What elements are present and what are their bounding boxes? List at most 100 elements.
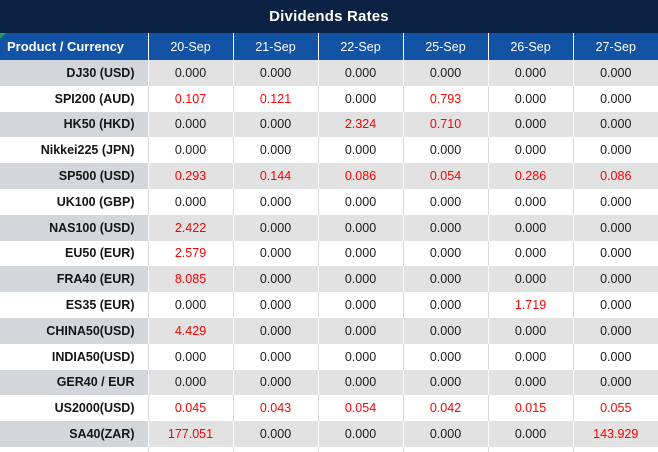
value-cell[interactable]: 0.000 [572,188,658,215]
value-cell[interactable]: 0.000 [572,60,658,86]
value-cell[interactable]: 0.000 [572,85,658,112]
column-header-date[interactable]: 27-Sep [572,33,658,60]
value-cell[interactable]: 0.121 [232,85,318,112]
product-label[interactable]: Nikkei225 (JPN) [0,137,148,164]
value-cell[interactable]: 0.000 [572,292,658,318]
value-cell[interactable]: 0.000 [317,137,403,164]
value-cell[interactable]: 0.710 [402,111,488,138]
column-header-date[interactable]: 25-Sep [402,33,488,60]
value-cell[interactable]: 0.000 [232,60,318,86]
product-label[interactable]: SA40(ZAR) [0,421,148,447]
product-label[interactable]: SP500 (USD) [0,163,148,189]
column-header-date[interactable]: 26-Sep [487,33,573,60]
value-cell[interactable]: 0.000 [487,214,573,241]
value-cell[interactable]: 0.000 [317,369,403,396]
value-cell[interactable]: 8.085 [147,266,233,293]
value-cell[interactable]: 0.045 [147,395,233,422]
value-cell[interactable]: 0.000 [487,137,573,164]
value-cell[interactable]: 0.000 [232,240,318,267]
value-cell[interactable]: 0.000 [402,240,488,267]
product-label[interactable]: ES35 (EUR) [0,292,148,318]
value-cell[interactable]: 0.000 [232,188,318,215]
value-cell[interactable]: 0.000 [487,369,573,396]
value-cell[interactable]: 2.579 [147,240,233,267]
value-cell[interactable]: 0.000 [402,266,488,293]
value-cell[interactable]: 0.000 [487,111,573,138]
value-cell[interactable]: 0.000 [147,60,233,86]
value-cell[interactable]: 0.000 [572,137,658,164]
value-cell[interactable]: 0.000 [402,214,488,241]
value-cell[interactable]: 0.055 [572,395,658,422]
value-cell[interactable]: 0.000 [147,188,233,215]
column-header-product[interactable]: Product / Currency [0,33,148,60]
value-cell[interactable]: 0.086 [317,163,403,189]
value-cell[interactable]: 0.000 [572,214,658,241]
value-cell[interactable]: 0.000 [232,266,318,293]
product-label[interactable]: US2000(USD) [0,395,148,422]
column-header-date[interactable]: 21-Sep [232,33,318,60]
value-cell[interactable]: 0.000 [572,111,658,138]
value-cell[interactable]: 0.000 [402,60,488,86]
product-label[interactable]: GER40 / EUR [0,369,148,396]
product-label[interactable]: UK100 (GBP) [0,188,148,215]
value-cell[interactable]: 0.144 [232,163,318,189]
value-cell[interactable]: 0.000 [317,85,403,112]
value-cell[interactable]: 2.422 [147,214,233,241]
value-cell[interactable]: 0.000 [402,421,488,447]
value-cell[interactable]: 0.000 [402,343,488,370]
value-cell[interactable]: 0.042 [402,395,488,422]
value-cell[interactable]: 0.293 [147,163,233,189]
value-cell[interactable]: 0.000 [317,343,403,370]
value-cell[interactable]: 0.000 [402,137,488,164]
value-cell[interactable]: 0.000 [317,421,403,447]
product-label[interactable]: EU50 (EUR) [0,240,148,267]
value-cell[interactable]: 0.000 [232,343,318,370]
value-cell[interactable]: 0.000 [487,85,573,112]
value-cell[interactable]: 0.000 [487,188,573,215]
product-label[interactable]: FRA40 (EUR) [0,266,148,293]
value-cell[interactable]: 0.043 [232,395,318,422]
value-cell[interactable]: 0.000 [317,266,403,293]
column-header-date[interactable]: 22-Sep [317,33,403,60]
product-label[interactable]: DJ30 (USD) [0,60,148,86]
value-cell[interactable]: 0.000 [317,188,403,215]
value-cell[interactable]: 0.000 [487,266,573,293]
product-label[interactable]: HK50 (HKD) [0,111,148,138]
value-cell[interactable]: 0.000 [572,369,658,396]
product-label[interactable]: INDIA50(USD) [0,343,148,370]
value-cell[interactable]: 0.000 [147,292,233,318]
product-label[interactable]: SPI200 (AUD) [0,85,148,112]
value-cell[interactable]: 0.015 [487,395,573,422]
value-cell[interactable]: 0.000 [572,317,658,344]
value-cell[interactable]: 0.054 [317,395,403,422]
value-cell[interactable]: 0.000 [232,317,318,344]
value-cell[interactable]: 1.719 [487,292,573,318]
value-cell[interactable]: 0.000 [317,317,403,344]
value-cell[interactable]: 0.000 [232,137,318,164]
value-cell[interactable]: 0.000 [572,266,658,293]
value-cell[interactable]: 0.000 [232,292,318,318]
value-cell[interactable]: 0.000 [402,369,488,396]
value-cell[interactable]: 0.000 [402,317,488,344]
value-cell[interactable]: 0.000 [232,369,318,396]
value-cell[interactable]: 0.286 [487,163,573,189]
value-cell[interactable]: 0.000 [487,60,573,86]
value-cell[interactable]: 2.324 [317,111,403,138]
value-cell[interactable]: 0.000 [147,343,233,370]
value-cell[interactable]: 0.000 [572,343,658,370]
value-cell[interactable]: 0.793 [402,85,488,112]
value-cell[interactable]: 0.086 [572,163,658,189]
value-cell[interactable]: 0.000 [147,137,233,164]
value-cell[interactable]: 0.000 [232,421,318,447]
value-cell[interactable]: 0.000 [487,421,573,447]
value-cell[interactable]: 0.000 [147,111,233,138]
value-cell[interactable]: 0.000 [317,214,403,241]
value-cell[interactable]: 0.000 [232,111,318,138]
value-cell[interactable]: 143.929 [572,421,658,447]
value-cell[interactable]: 0.000 [317,60,403,86]
column-header-date[interactable]: 20-Sep [147,33,233,60]
product-label[interactable]: NAS100 (USD) [0,214,148,241]
product-label[interactable]: CHINA50(USD) [0,317,148,344]
value-cell[interactable]: 4.429 [147,317,233,344]
value-cell[interactable]: 0.000 [402,292,488,318]
